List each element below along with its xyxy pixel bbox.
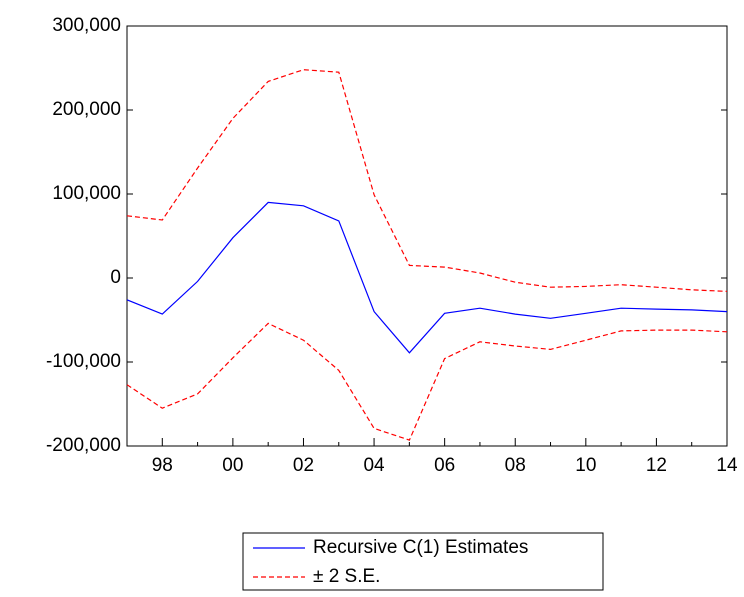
x-tick-label: 00	[222, 455, 243, 476]
x-tick-label: 12	[646, 455, 667, 476]
x-tick-label: 14	[716, 455, 738, 476]
y-tick-label: -200,000	[46, 435, 121, 456]
x-tick-label: 02	[293, 455, 314, 476]
y-tick-label: -100,000	[46, 351, 121, 372]
legend-label: Recursive C(1) Estimates	[313, 537, 528, 558]
x-tick-label: 06	[434, 455, 455, 476]
y-tick-label: 100,000	[52, 183, 121, 204]
legend-box	[242, 532, 604, 591]
x-tick-label: 98	[152, 455, 173, 476]
legend-label: ± 2 S.E.	[313, 566, 380, 587]
y-tick-label: 300,000	[52, 15, 121, 36]
x-tick-label: 04	[363, 455, 385, 476]
series-line	[126, 69, 728, 292]
plot-frame	[126, 25, 728, 447]
x-tick-label: 08	[505, 455, 526, 476]
series-line	[126, 322, 728, 441]
x-tick-label: 10	[575, 455, 596, 476]
y-tick-label: 0	[110, 267, 121, 288]
y-tick-label: 200,000	[52, 99, 121, 120]
series-line	[126, 201, 728, 354]
